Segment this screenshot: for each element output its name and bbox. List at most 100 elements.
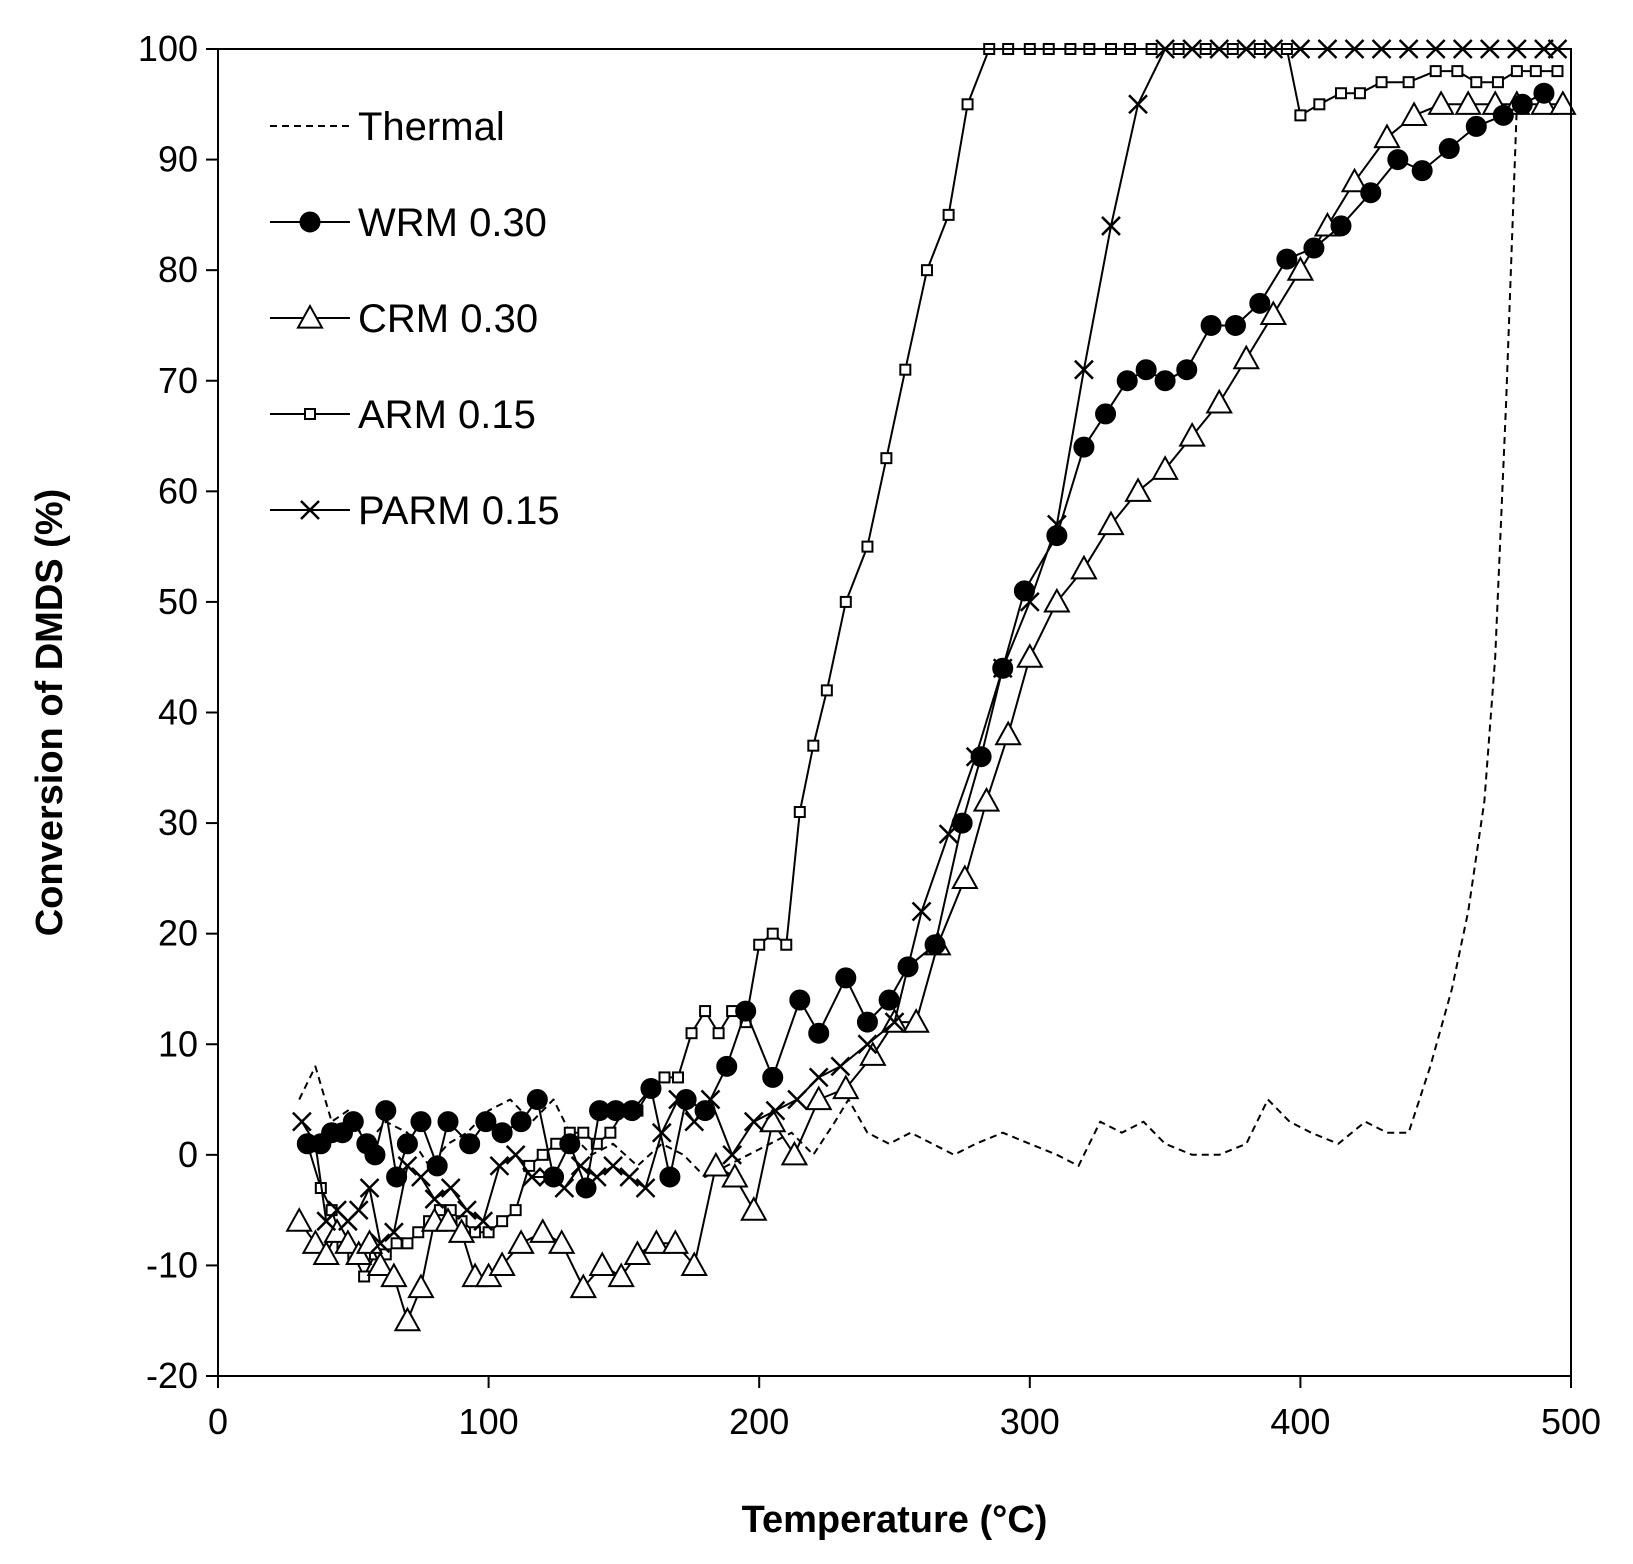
point-arm-0-15 [577, 1126, 590, 1139]
point-crm-0-30 [447, 1218, 476, 1243]
point-crm-0-30 [1124, 477, 1152, 502]
point-wrm-0-30 [1330, 215, 1352, 237]
point-wrm-0-30 [1276, 248, 1298, 270]
point-arm-0-15 [685, 1027, 698, 1040]
point-wrm-0-30 [789, 989, 811, 1011]
legend-marker-wrm-0-30 [299, 211, 321, 233]
point-crm-0-30 [301, 1229, 330, 1254]
point-crm-0-30 [721, 1162, 749, 1188]
y-tick-label: 80 [158, 249, 198, 290]
point-wrm-0-30 [762, 1066, 784, 1088]
point-crm-0-30 [832, 1074, 860, 1100]
legend: Thermal WRM 0.30 CRM 0.30 ARM 0.15 PARM 0.15 [270, 105, 560, 533]
x-tick-label: 200 [729, 1401, 789, 1442]
point-wrm-0-30 [970, 746, 992, 768]
point-crm-0-30 [366, 1251, 395, 1277]
point-wrm-0-30 [924, 934, 946, 956]
point-arm-0-15 [753, 938, 766, 951]
point-crm-0-30 [1549, 90, 1577, 115]
point-parm-0-15 [473, 1211, 494, 1232]
point-wrm-0-30 [386, 1166, 408, 1188]
point-wrm-0-30 [475, 1111, 497, 1133]
point-arm-0-15 [469, 1226, 482, 1239]
point-parm-0-15 [440, 1178, 461, 1198]
y-tick-label: 70 [158, 360, 198, 401]
point-crm-0-30 [407, 1273, 435, 1299]
point-arm-0-15 [1451, 65, 1464, 78]
y-tick-label: 60 [158, 470, 198, 511]
point-wrm-0-30 [575, 1177, 597, 1199]
point-wrm-0-30 [1249, 292, 1271, 314]
point-arm-0-15 [1529, 65, 1542, 78]
point-crm-0-30 [334, 1229, 362, 1254]
point-arm-0-15 [1429, 65, 1442, 78]
point-arm-0-15 [807, 739, 820, 752]
point-wrm-0-30 [491, 1122, 513, 1144]
point-arm-0-15 [899, 363, 912, 376]
point-crm-0-30 [1340, 167, 1369, 193]
point-crm-0-30 [1373, 123, 1401, 149]
point-wrm-0-30 [410, 1111, 432, 1133]
point-parm-0-15 [489, 1156, 510, 1176]
series-line-thermal [298, 103, 1544, 1178]
legend-marker-crm-0-30 [296, 303, 324, 329]
x-tick-label: 300 [1000, 1401, 1060, 1442]
point-parm-0-15 [522, 1167, 542, 1187]
point-arm-0-15 [1551, 65, 1564, 78]
point-parm-0-15 [722, 1144, 743, 1165]
point-arm-0-15 [766, 927, 779, 940]
y-tick-label: 10 [158, 1023, 198, 1064]
y-tick-label: 50 [158, 581, 198, 622]
point-wrm-0-30 [437, 1111, 459, 1133]
point-parm-0-15 [292, 1111, 312, 1132]
point-parm-0-15 [911, 901, 932, 922]
point-crm-0-30 [859, 1041, 887, 1066]
point-arm-0-15 [658, 1071, 671, 1084]
point-crm-0-30 [588, 1251, 616, 1277]
point-arm-0-15 [961, 98, 974, 111]
y-tick-label: 0 [178, 1134, 198, 1175]
point-crm-0-30 [393, 1306, 422, 1332]
point-crm-0-30 [1232, 344, 1260, 370]
point-parm-0-15 [424, 1189, 445, 1209]
y-axis-title: Conversion of DMDS (%) [29, 489, 71, 937]
point-crm-0-30 [642, 1229, 671, 1254]
point-parm-0-15 [830, 1056, 851, 1077]
point-crm-0-30 [529, 1218, 557, 1243]
point-wrm-0-30 [808, 1022, 830, 1044]
point-wrm-0-30 [510, 1111, 532, 1133]
point-arm-0-15 [780, 938, 793, 951]
point-wrm-0-30 [1303, 237, 1325, 259]
point-crm-0-30 [805, 1085, 833, 1111]
point-crm-0-30 [780, 1140, 809, 1166]
point-wrm-0-30 [1046, 525, 1068, 547]
point-wrm-0-30 [621, 1100, 643, 1122]
point-arm-0-15 [496, 1215, 509, 1228]
point-crm-0-30 [1454, 90, 1482, 115]
legend-item-crm-0-30: CRM 0.30 [270, 297, 538, 341]
point-wrm-0-30 [459, 1133, 481, 1155]
point-arm-0-15 [536, 1148, 549, 1161]
point-crm-0-30 [607, 1262, 635, 1288]
point-wrm-0-30 [897, 956, 919, 978]
legend-label-crm-0-30: CRM 0.30 [358, 297, 538, 341]
legend-item-parm-0-15: PARM 0.15 [270, 489, 560, 533]
point-arm-0-15 [1491, 76, 1504, 89]
point-parm-0-15 [635, 1178, 656, 1198]
point-crm-0-30 [1151, 455, 1179, 480]
y-tick-label: -20 [146, 1355, 198, 1396]
series-crm-0-30 [285, 90, 1577, 1332]
point-wrm-0-30 [835, 967, 857, 989]
point-crm-0-30 [569, 1273, 598, 1299]
point-parm-0-15 [411, 1167, 431, 1187]
point-crm-0-30 [323, 1218, 351, 1243]
point-arm-0-15 [672, 1071, 685, 1084]
x-tick-label: 0 [208, 1401, 228, 1442]
series-line-wrm-0-30 [307, 92, 1545, 1189]
point-crm-0-30 [702, 1151, 730, 1177]
point-crm-0-30 [680, 1251, 708, 1277]
point-arm-0-15 [604, 1126, 617, 1139]
point-arm-0-15 [1375, 76, 1388, 89]
point-crm-0-30 [994, 720, 1022, 746]
